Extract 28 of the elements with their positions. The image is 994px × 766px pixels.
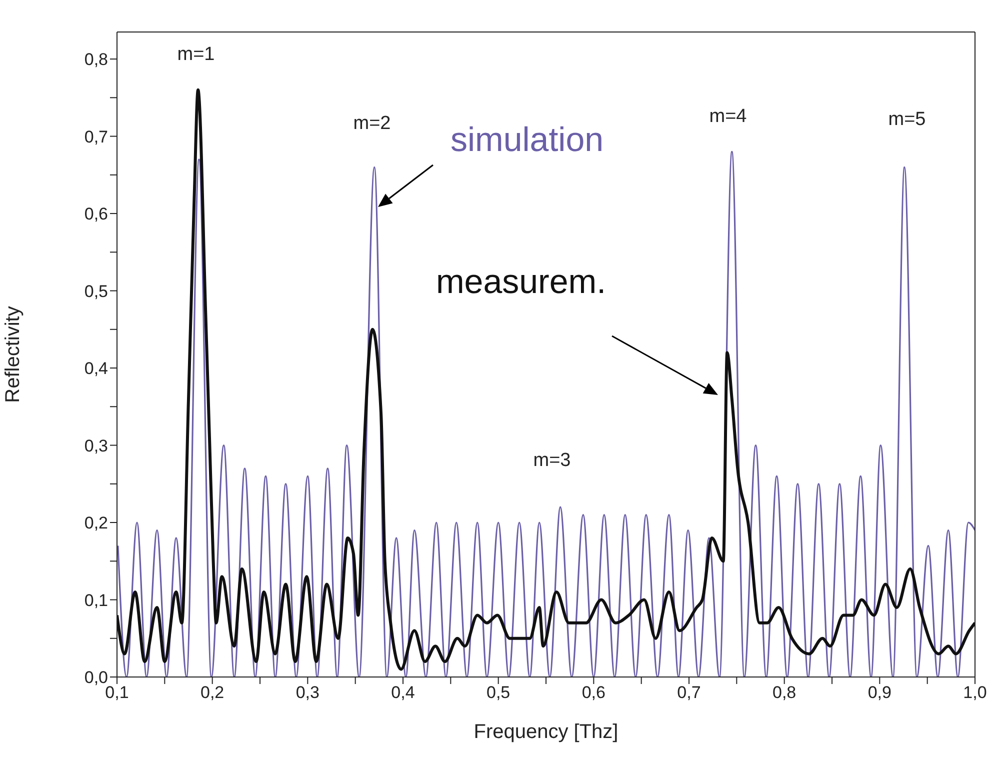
y-tick-label: 0,3 — [84, 436, 108, 456]
x-tick-label: 0,4 — [391, 683, 415, 702]
annotation: m=4 — [709, 106, 748, 128]
x-tick-label: 0,1 — [105, 683, 129, 702]
x-tick-label: 0,7 — [677, 683, 701, 702]
x-tick-label: 0,3 — [296, 683, 320, 702]
y-tick-label: 0,8 — [84, 50, 108, 70]
text: measurem. — [436, 262, 606, 301]
y-axis-title: Reflectivity — [2, 306, 24, 403]
y-tick-label: 0,7 — [84, 127, 108, 146]
y-tick-label: 0,1 — [84, 590, 108, 610]
x-tick-label: 0,9 — [868, 683, 892, 702]
x-tick-label: 0,5 — [486, 683, 510, 702]
annotation: m=2 — [353, 113, 391, 134]
x-tick-label: 0,6 — [582, 683, 606, 702]
text: simulation — [450, 120, 604, 159]
y-tick-label: 0,0 — [84, 668, 108, 688]
y-tick-label: 0,2 — [84, 514, 108, 533]
annotation: m=5 — [888, 109, 926, 130]
y-tick-label: 0,6 — [84, 204, 108, 224]
annotation: m=1 — [177, 44, 215, 66]
x-tick-label: 0,8 — [772, 683, 796, 702]
x-tick-label: 0,2 — [200, 683, 224, 702]
y-tick-label: 0,4 — [84, 359, 108, 378]
x-axis-title: Frequency [Thz] — [474, 721, 618, 743]
annotation: m=3 — [533, 450, 571, 472]
y-tick-label: 0,5 — [84, 282, 108, 301]
x-tick-label: 1,0 — [963, 683, 987, 702]
